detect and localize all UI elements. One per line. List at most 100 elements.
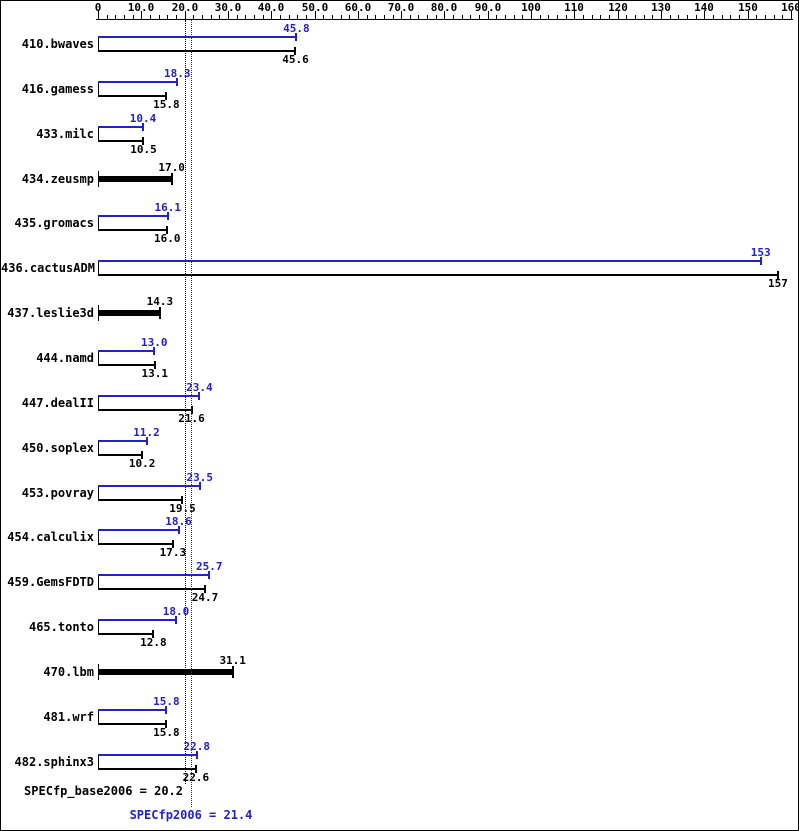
base-bar-end-tick xyxy=(141,450,144,459)
base-value-label: 14.3 xyxy=(146,295,174,309)
x-axis-minor-tick xyxy=(332,15,333,19)
row-zero-tick xyxy=(98,529,99,546)
base-bar xyxy=(98,722,167,725)
peak-value-label: 23.5 xyxy=(186,470,214,484)
x-axis-minor-tick xyxy=(730,15,731,19)
x-axis-minor-tick xyxy=(367,15,368,19)
row-zero-tick xyxy=(98,708,99,725)
base-value-label: 10.5 xyxy=(130,142,157,156)
x-axis-tick-label: 80.0 xyxy=(430,1,458,14)
base-bar-end-tick xyxy=(776,271,779,280)
x-axis-minor-tick xyxy=(349,15,350,19)
benchmark-label: 482.sphinx3 xyxy=(14,754,94,769)
peak-bar-end-tick xyxy=(153,346,156,355)
base-value-label: 13.1 xyxy=(141,366,168,380)
x-axis-major-tick xyxy=(401,11,402,19)
x-axis-tick-label: 150 xyxy=(738,1,758,14)
x-axis-minor-tick xyxy=(263,15,264,19)
x-axis-tick-label: 30.0 xyxy=(214,1,242,14)
x-axis-major-tick xyxy=(98,11,99,19)
x-axis-minor-tick xyxy=(289,15,290,19)
x-axis-minor-tick xyxy=(583,15,584,19)
peak-bar xyxy=(98,36,297,38)
base-value-label: 17.3 xyxy=(159,546,187,560)
x-axis-minor-tick xyxy=(306,15,307,19)
base-bar xyxy=(98,453,143,456)
x-axis-minor-tick xyxy=(159,15,160,19)
base-bar xyxy=(98,588,205,591)
x-axis-minor-tick xyxy=(375,15,376,19)
base-bar-end-tick xyxy=(166,226,169,235)
base-bar-bold xyxy=(98,310,160,317)
row-zero-tick xyxy=(98,349,99,366)
x-axis-minor-tick xyxy=(592,15,593,19)
base-bar-bold xyxy=(98,175,172,182)
peak-value-label: 18.6 xyxy=(165,515,192,529)
x-axis-major-tick xyxy=(531,11,532,19)
benchmark-label: 437.leslie3d xyxy=(7,306,94,321)
x-axis-minor-tick xyxy=(167,15,168,19)
row-zero-tick xyxy=(98,574,99,591)
x-axis-minor-tick xyxy=(341,15,342,19)
benchmark-label: 444.namd xyxy=(36,350,94,365)
base-value-label: 15.8 xyxy=(153,97,180,111)
base-value-label: 16.0 xyxy=(154,232,181,246)
base-bar-end-tick xyxy=(165,91,168,100)
peak-mean-line xyxy=(191,20,192,807)
base-bar xyxy=(98,498,183,501)
benchmark-label: 416.gamess xyxy=(21,81,94,96)
peak-bar-end-tick xyxy=(198,391,201,400)
peak-bar xyxy=(98,529,179,532)
peak-bar-end-tick xyxy=(176,77,179,86)
x-axis-minor-tick xyxy=(782,15,783,19)
base-bar-end-tick xyxy=(153,360,156,369)
peak-bar xyxy=(98,574,210,577)
x-axis-minor-tick xyxy=(496,15,497,19)
x-axis-tick-label: 120 xyxy=(608,1,628,14)
peak-value-label: 22.8 xyxy=(183,739,210,753)
peak-bar xyxy=(98,349,155,352)
x-axis-minor-tick xyxy=(202,15,203,19)
row-zero-tick xyxy=(98,80,99,97)
x-axis-tick-label: 130 xyxy=(651,1,671,14)
base-bar xyxy=(98,543,173,546)
peak-value-label: 11.2 xyxy=(133,425,160,439)
x-axis-minor-tick xyxy=(462,15,463,19)
peak-bar xyxy=(98,80,178,83)
base-bar xyxy=(98,274,778,277)
peak-value-label: 18.3 xyxy=(164,66,191,80)
peak-bar-end-tick xyxy=(174,616,177,625)
peak-bar-end-tick xyxy=(198,481,201,490)
x-axis-line xyxy=(96,19,793,20)
x-axis-minor-tick xyxy=(644,15,645,19)
x-axis-minor-tick xyxy=(418,15,419,19)
base-value-label: 12.8 xyxy=(140,636,167,650)
peak-bar-end-tick xyxy=(166,212,169,221)
x-axis-tick-label: 110 xyxy=(564,1,584,14)
x-axis-minor-tick xyxy=(756,15,757,19)
peak-mean-summary: SPECfp2006 = 21.4 xyxy=(129,808,253,822)
benchmark-label: 470.lbm xyxy=(43,664,94,679)
base-bar-end-tick xyxy=(194,764,197,773)
x-axis-minor-tick xyxy=(566,15,567,19)
benchmark-label: 453.povray xyxy=(21,485,94,500)
x-axis-major-tick xyxy=(185,11,186,19)
row-zero-tick xyxy=(98,439,99,456)
peak-bar xyxy=(98,260,761,263)
peak-bar xyxy=(98,708,167,711)
base-bar-end-tick xyxy=(203,585,206,594)
benchmark-label: 447.dealII xyxy=(21,395,94,410)
base-bar-end-tick xyxy=(142,136,145,145)
x-axis-minor-tick xyxy=(176,15,177,19)
benchmark-label: 459.GemsFDTD xyxy=(7,575,94,590)
x-axis-minor-tick xyxy=(626,15,627,19)
peak-bar xyxy=(98,619,176,622)
x-axis-minor-tick xyxy=(722,15,723,19)
base-bar-end-tick xyxy=(170,172,173,185)
x-axis-major-tick xyxy=(271,11,272,19)
x-axis-major-tick xyxy=(358,11,359,19)
x-axis-major-tick xyxy=(444,11,445,19)
base-bar-end-tick xyxy=(158,307,161,320)
peak-value-label: 45.8 xyxy=(283,22,310,35)
benchmark-label: 435.gromacs xyxy=(14,216,94,231)
